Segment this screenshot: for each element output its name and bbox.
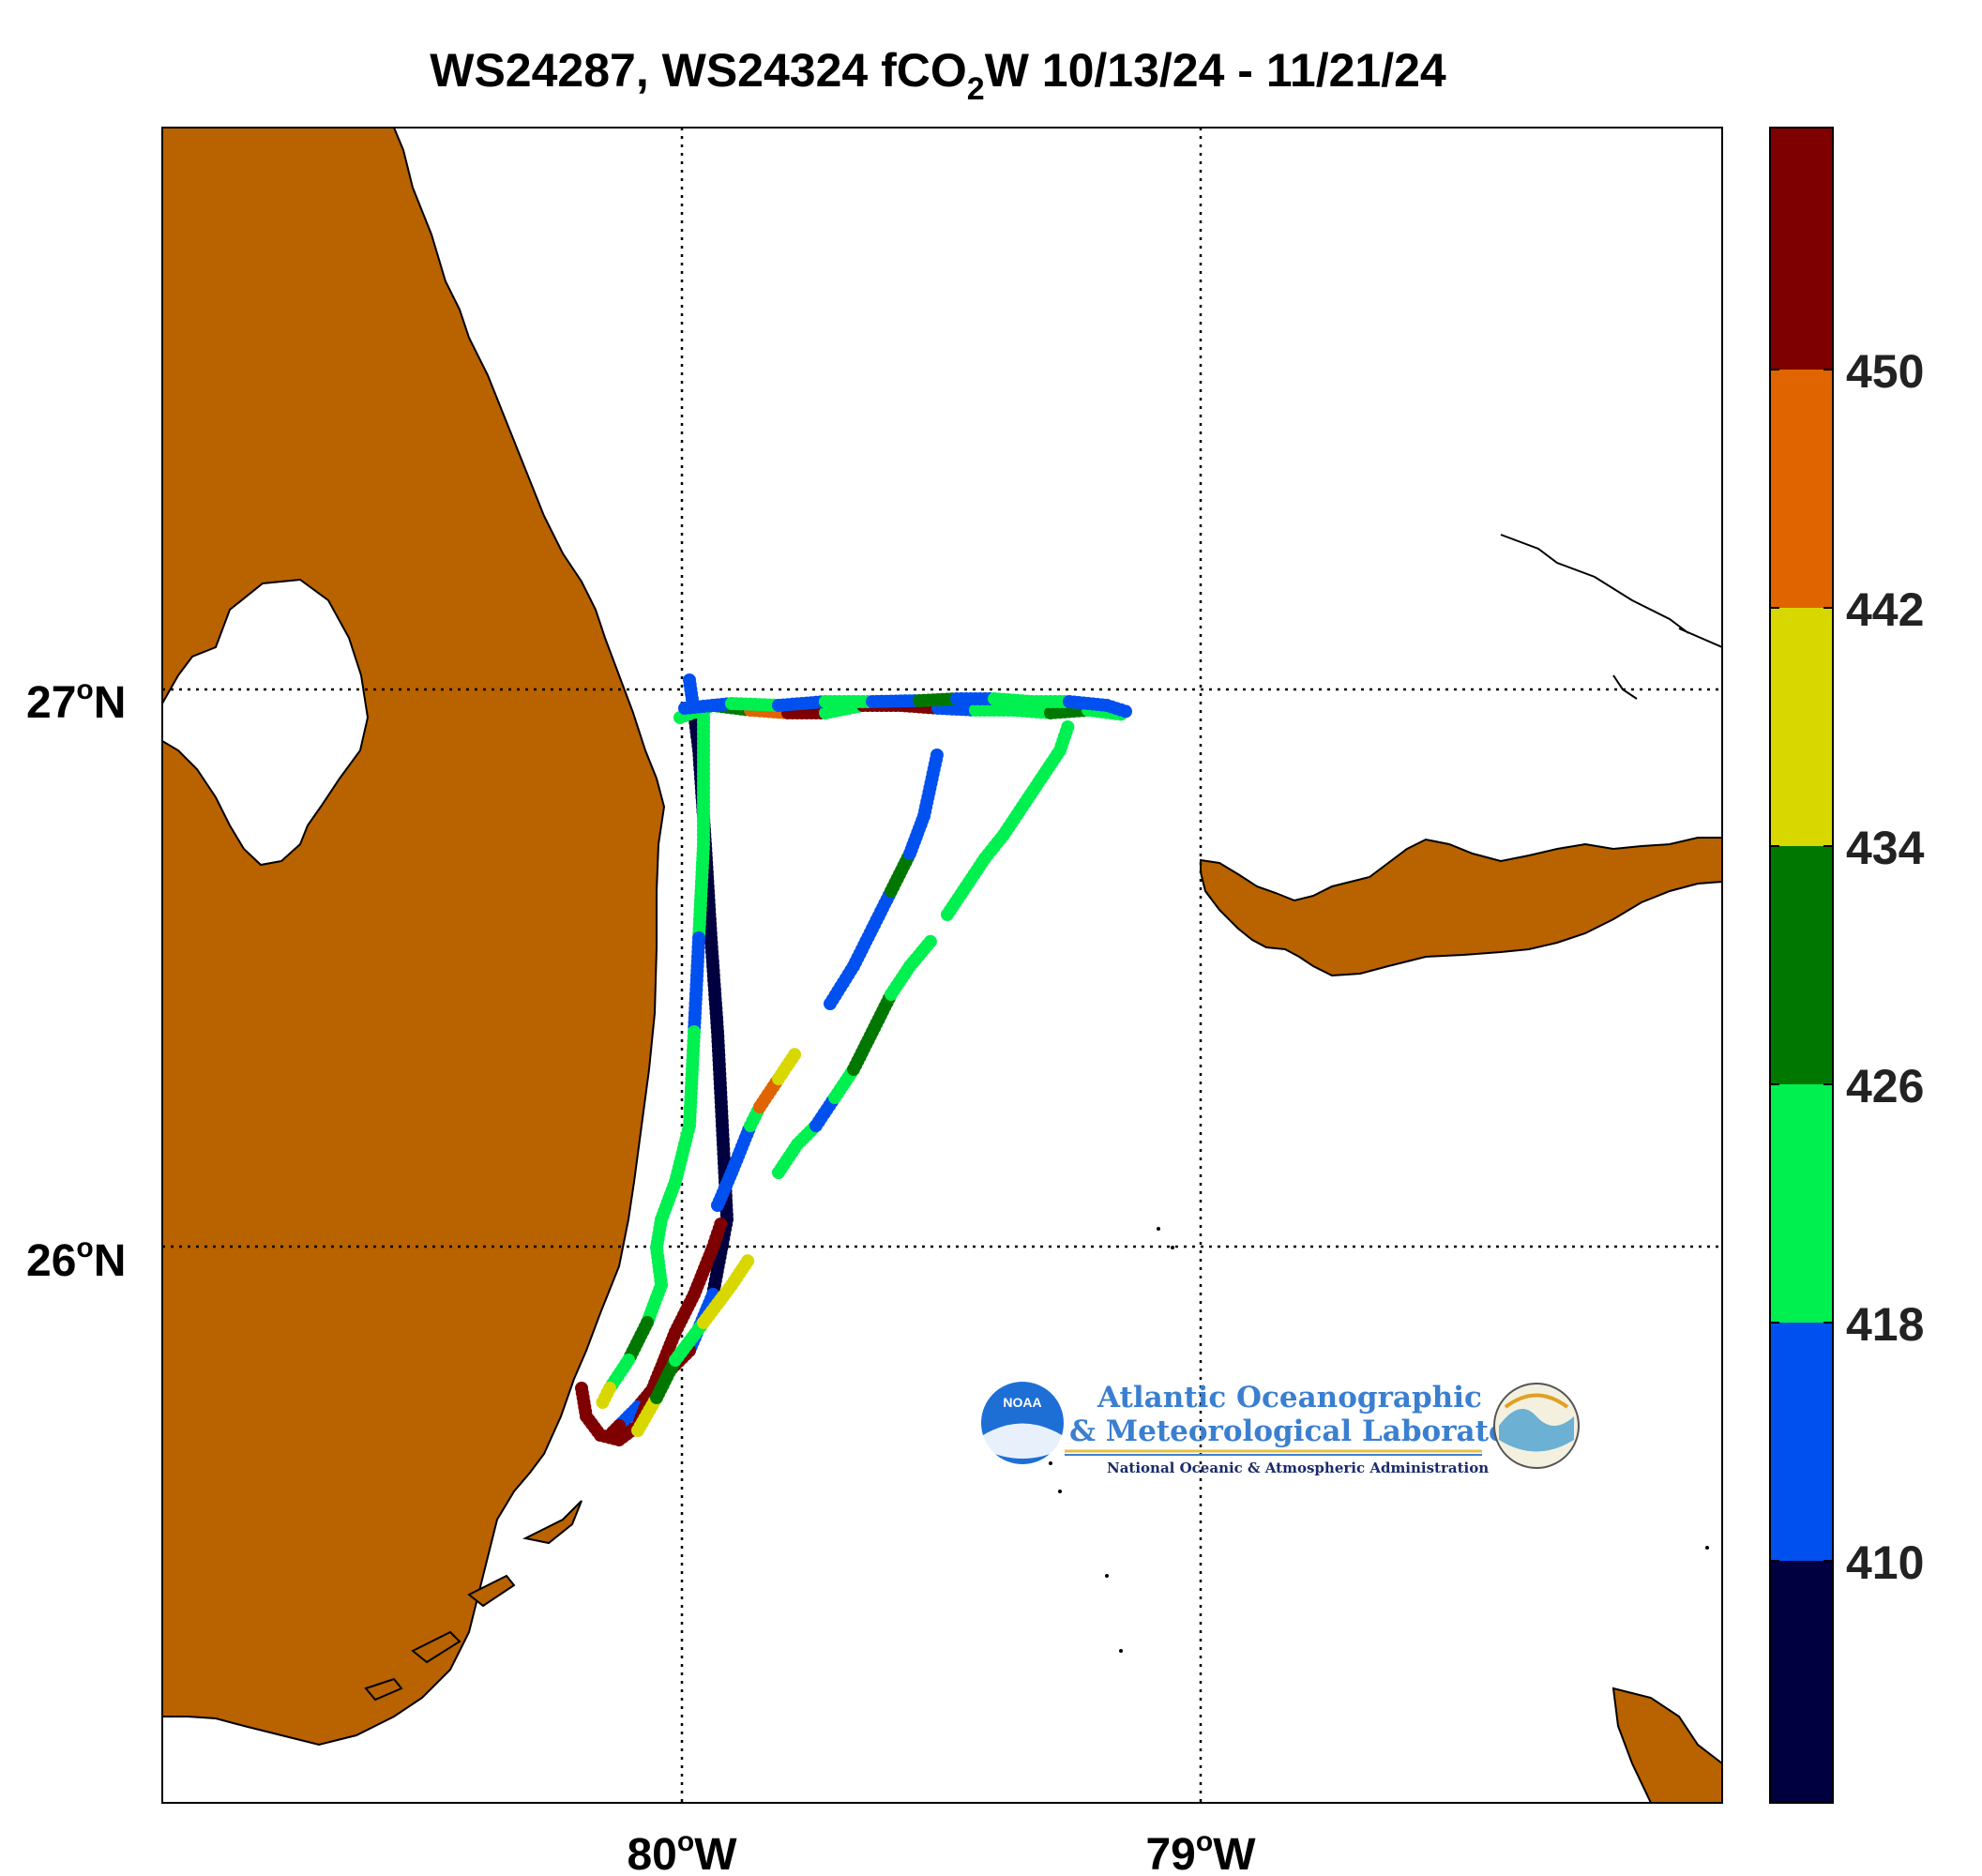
track-point [714, 1218, 728, 1231]
colorbar-band-gt458 [1770, 128, 1833, 370]
logo-line1: Atlantic Oceanographic [1097, 1381, 1482, 1415]
title-prefix: WS24287, WS24324 fCO [430, 44, 967, 97]
title-subscript: 2 [967, 71, 985, 107]
small-islands [1049, 1227, 1709, 1653]
colorbar-frame [1769, 127, 1834, 1804]
colorbar-band-lt410 [1770, 1561, 1833, 1803]
track-point [741, 1254, 755, 1268]
lat-label-27: 27oN [26, 674, 126, 728]
colorbar-ticks [1770, 369, 1833, 1562]
andros-land [1611, 1687, 1722, 1803]
noaa-badge-text: NOAA [1003, 1395, 1041, 1410]
colorbar-label-418: 418 [1846, 1298, 1924, 1351]
lon-label-80w: 80oW [627, 1826, 737, 1876]
colorbar-band-442-450 [1770, 370, 1833, 608]
grand-bahama-land [1200, 837, 1722, 977]
track-point [596, 1396, 610, 1409]
colorbar: 450 442 434 426 418 410 [1769, 127, 1925, 1804]
track-point [930, 749, 944, 762]
florida-keys [364, 1500, 582, 1702]
map-frame [161, 127, 1723, 1804]
lake-okeechobee [162, 578, 370, 867]
florida-land [162, 128, 666, 1747]
colorbar-band-434-442 [1770, 608, 1833, 846]
colorbar-label-442: 442 [1846, 583, 1924, 636]
aoml-logo: NOAA Atlantic Oceanographic & Meteorolog… [981, 1381, 1580, 1476]
figure-title: WS24287, WS24324 fCO2W 10/13/24 - 11/21/… [430, 44, 1446, 107]
colorbar-band-418-426 [1770, 1084, 1833, 1323]
colorbar-band-410-418 [1770, 1323, 1833, 1561]
logo-line2: & Meteorological Laboratory [1069, 1415, 1541, 1448]
ship-track [575, 673, 1132, 1446]
lon-label-79w: 79oW [1145, 1826, 1256, 1876]
colorbar-label-434: 434 [1846, 822, 1925, 874]
track-point [1119, 704, 1132, 719]
track-point [788, 1048, 802, 1062]
map-area [162, 128, 1722, 1803]
grid-lines [162, 128, 1722, 1803]
colorbar-label-410: 410 [1846, 1536, 1924, 1589]
colorbar-band-426-434 [1770, 846, 1833, 1084]
lat-label-26: 26oN [26, 1233, 126, 1286]
title-suffix: W 10/13/24 - 11/21/24 [985, 44, 1446, 97]
colorbar-label-450: 450 [1846, 345, 1924, 398]
colorbar-label-426: 426 [1846, 1060, 1924, 1112]
track-point [923, 934, 937, 948]
track-point [1061, 720, 1075, 734]
logo-line3: National Oceanic & Atmospheric Administr… [1107, 1460, 1489, 1476]
